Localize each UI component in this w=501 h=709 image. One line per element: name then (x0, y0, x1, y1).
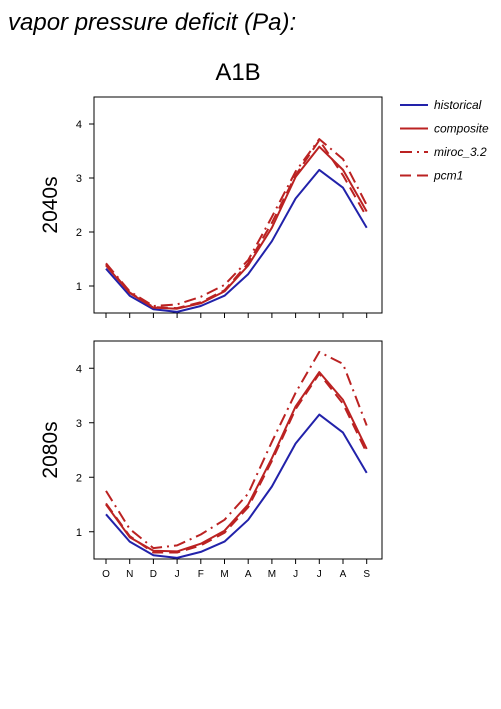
series-line-miroc-3-2 (105, 350, 368, 550)
y-tick-label: 2 (76, 472, 82, 484)
y-axis-label: 2040s (39, 176, 62, 233)
legend-label: pcm1 (433, 169, 463, 183)
legend: historical composite miroc_3.2 pcm1 (400, 98, 489, 183)
plot-frame (93, 96, 383, 314)
x-tick-label: M (268, 569, 276, 580)
y-tick-label: 3 (76, 173, 82, 185)
x-tick-label: J (175, 569, 180, 580)
y-tick-label: 4 (76, 119, 82, 131)
x-tick-label: J (293, 569, 298, 580)
series-line-pcm1 (105, 372, 368, 554)
legend-label: miroc_3.2 (434, 145, 487, 159)
legend-label: composite (434, 122, 489, 136)
series-line-historical (105, 168, 368, 313)
x-tick-label: O (102, 569, 110, 580)
legend-label: historical (434, 98, 482, 112)
x-tick-label: D (150, 569, 157, 580)
page-title: vapor pressure deficit (Pa): (8, 9, 296, 36)
chart-panel-2040s: 1 2 3 4 2040s (39, 96, 383, 318)
x-tick-label: S (363, 569, 370, 580)
series-line-composite (105, 371, 368, 553)
x-tick-label: J (317, 569, 322, 580)
y-axis-label: 2080s (39, 421, 62, 478)
x-tick-label: M (220, 569, 228, 580)
scenario-label: A1B (215, 59, 260, 86)
series-line-pcm1 (105, 139, 368, 310)
y-tick-label: 1 (76, 527, 82, 539)
y-tick-label: 4 (76, 363, 82, 375)
series-line-miroc-3-2 (105, 138, 368, 307)
series-line-historical (105, 413, 368, 559)
y-tick-label: 2 (76, 227, 82, 239)
x-tick-label: N (126, 569, 133, 580)
y-tick-label: 1 (76, 281, 82, 293)
x-tick-label: A (340, 569, 347, 580)
plot-frame (93, 340, 383, 560)
y-tick-label: 3 (76, 418, 82, 430)
x-tick-label: F (198, 569, 204, 580)
chart-panel-2080s: 1 2 3 4 O N D J F M A M J J A S 2080s (39, 340, 383, 580)
x-tick-label: A (245, 569, 252, 580)
